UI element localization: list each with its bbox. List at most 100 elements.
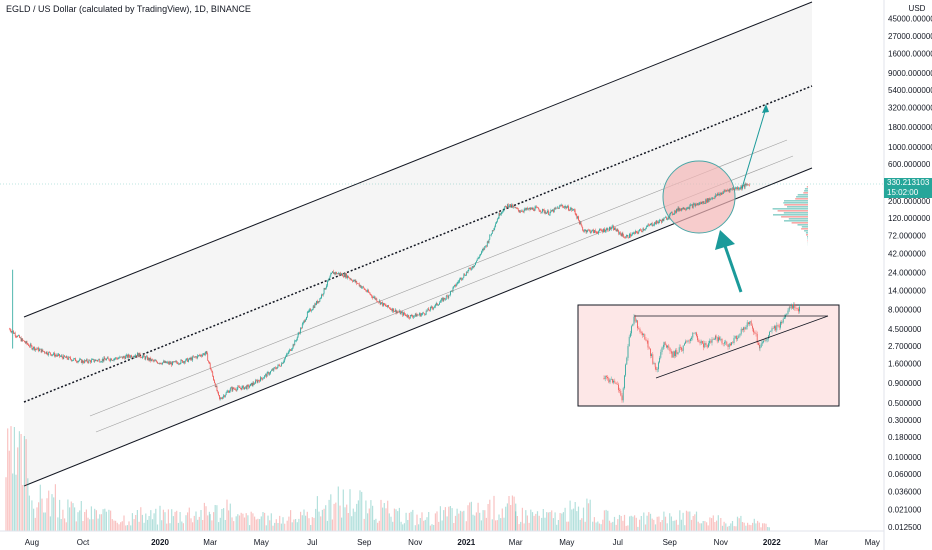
candle-body — [493, 228, 495, 231]
candle-body — [644, 229, 646, 231]
volume-bar — [70, 501, 72, 531]
volume-bar — [388, 513, 390, 531]
candle-body — [562, 205, 563, 207]
candle-body — [356, 281, 358, 284]
candle-body — [638, 231, 640, 234]
candle-body — [444, 297, 445, 300]
inset-box[interactable] — [577, 304, 840, 407]
candle-body — [724, 190, 726, 192]
candle-body — [504, 206, 506, 209]
x-axis-ticks[interactable]: Aug Oct 2020 Mar May Jul Sep Nov 2021 Mar May Jul Se… — [25, 538, 880, 547]
inset-candle-body — [647, 340, 649, 348]
inset-candle-body — [680, 347, 681, 348]
candle-body — [686, 208, 688, 209]
candle-body — [84, 360, 86, 363]
volume-bar — [80, 501, 82, 531]
volume-bar — [634, 515, 636, 531]
volume-profile-bar — [784, 220, 808, 222]
volume-bar — [513, 496, 515, 531]
y-tick-label: 0.060000 — [888, 470, 922, 479]
inset-candle-body — [769, 331, 770, 336]
candle-body — [469, 268, 471, 269]
volume-bar — [128, 521, 130, 531]
candle-body — [146, 356, 148, 358]
candle-body — [686, 208, 687, 210]
candle-body — [193, 356, 194, 358]
projection-arrow[interactable] — [741, 107, 767, 189]
candle-body — [597, 232, 599, 234]
candle-body — [460, 277, 462, 280]
candle-body — [709, 198, 711, 200]
candle-body — [88, 360, 90, 363]
inset-candle-body — [621, 395, 623, 401]
candle-body — [308, 310, 310, 312]
candle-body — [216, 386, 218, 391]
candle-body — [648, 224, 650, 226]
volume-bar — [100, 514, 102, 531]
channel-upper-line[interactable] — [23, 1, 813, 318]
volume-bar — [123, 515, 125, 531]
volume-bar — [479, 512, 481, 531]
candle-body — [446, 295, 448, 297]
candle-body — [629, 233, 631, 237]
volume-bar — [400, 521, 402, 531]
volume-bar — [674, 520, 676, 531]
candle-body — [217, 390, 219, 392]
volume-bar — [153, 513, 155, 531]
inset-candle-body — [644, 334, 646, 340]
y-tick-label: 16000.000000 — [888, 49, 932, 58]
candle-body — [54, 355, 56, 357]
candle-body — [34, 348, 36, 351]
volume-bar — [115, 520, 117, 531]
volume-bar — [472, 514, 474, 531]
candle-body — [614, 227, 615, 230]
candle-body — [82, 360, 84, 363]
inset-candle-body — [603, 378, 605, 379]
volume-bar — [515, 511, 517, 531]
candle-body — [255, 380, 256, 384]
candle-body — [375, 298, 377, 300]
big-arrow-shaft[interactable] — [722, 242, 743, 293]
volume-bar — [156, 524, 159, 531]
volume-bar — [177, 522, 179, 531]
candle-body — [85, 359, 87, 361]
candle-body — [322, 293, 324, 296]
candle-body — [154, 360, 156, 362]
candle-body — [307, 311, 309, 313]
volume-bar — [707, 525, 709, 531]
candle-body — [331, 272, 332, 275]
candle-body — [385, 305, 387, 307]
candle-body — [363, 287, 365, 290]
inset-support-line[interactable] — [655, 315, 829, 379]
volume-bar — [57, 517, 59, 531]
candle-body — [655, 222, 656, 225]
candle-body — [273, 367, 275, 371]
candle-body — [538, 209, 540, 212]
candle-body — [440, 299, 442, 302]
candle-body — [100, 361, 101, 363]
highlight-circle[interactable] — [662, 160, 736, 234]
candle-body — [230, 387, 232, 389]
volume-bar — [429, 525, 431, 531]
candle-body — [640, 229, 642, 232]
channel-mid-dotted-line[interactable] — [23, 85, 813, 403]
candle-body — [60, 356, 61, 357]
volume-profile-bar — [806, 234, 808, 236]
candle-body — [239, 387, 241, 389]
candle-body — [694, 203, 696, 206]
candle-body — [241, 386, 243, 390]
volume-bar — [328, 499, 330, 531]
candle-body — [471, 266, 473, 270]
candle-body — [373, 297, 374, 298]
volume-bar — [482, 510, 484, 531]
candle-body — [37, 347, 39, 350]
candle-body — [706, 199, 707, 203]
volume-bar — [141, 514, 143, 531]
candle-body — [636, 231, 638, 233]
candle-body — [93, 359, 95, 362]
volume-bar — [12, 473, 14, 531]
candle-body — [122, 356, 124, 359]
y-axis-ticks[interactable]: 45000.00000027000.00000016000.0000009000… — [888, 15, 932, 532]
candle-body — [448, 295, 450, 298]
